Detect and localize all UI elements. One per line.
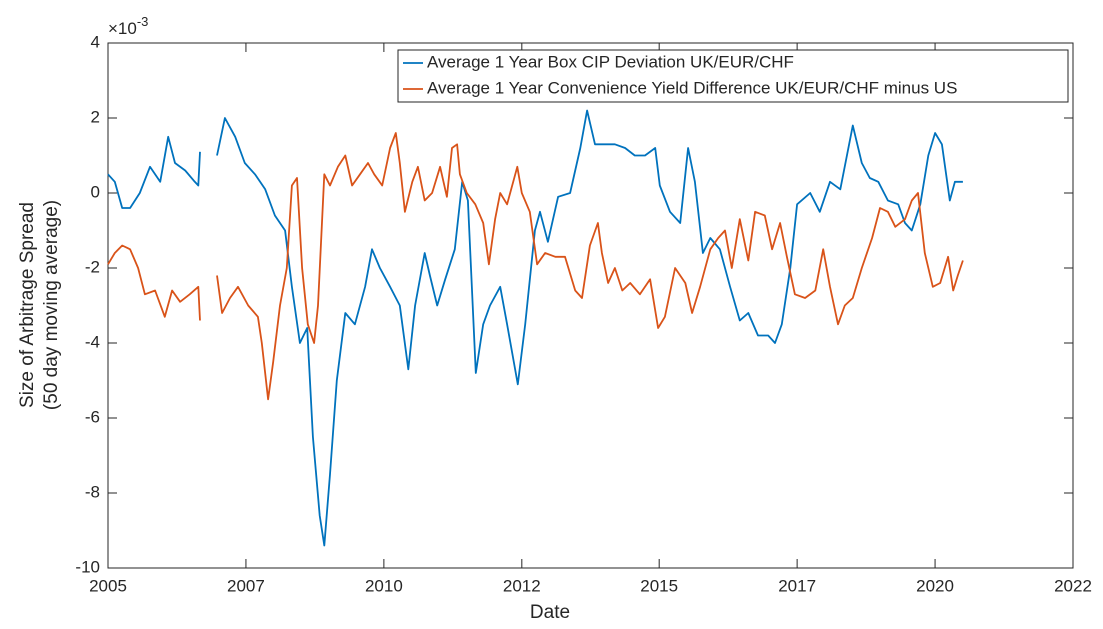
x-tick-label: 2012 [503, 576, 541, 595]
plot-box [107, 42, 1074, 569]
x-tick-label: 2022 [1054, 576, 1092, 595]
y-exponent-power: -3 [137, 14, 149, 29]
legend: Average 1 Year Box CIP Deviation UK/EUR/… [397, 49, 1069, 103]
legend-box [397, 49, 1069, 103]
legend-label: Average 1 Year Box CIP Deviation UK/EUR/… [427, 52, 794, 71]
x-tick-label: 2007 [227, 576, 265, 595]
y-tick-label: 4 [91, 32, 100, 51]
series-line [107, 132, 964, 401]
series-line [107, 109, 963, 547]
x-tick-label: 2020 [916, 576, 954, 595]
x-tick-label: 2005 [89, 576, 127, 595]
x-tick-label: 2017 [778, 576, 816, 595]
y-tick-label: 2 [91, 107, 100, 126]
y-tick-label: -4 [85, 332, 100, 351]
y-tick-label: -6 [85, 407, 100, 426]
legend-label: Average 1 Year Convenience Yield Differe… [427, 78, 957, 97]
y-axis-label: Size of Arbitrage Spread [17, 202, 38, 408]
y-exponent-base: ×10 [108, 19, 137, 38]
y-tick-label: -10 [75, 557, 100, 576]
y-tick-label: -8 [85, 482, 100, 501]
y-axis-label: (50 day moving average) [41, 200, 62, 410]
y-exponent: ×10-3 [108, 14, 148, 38]
y-tick-label: -2 [85, 257, 100, 276]
x-tick-label: 2015 [640, 576, 678, 595]
x-axis-label: Date [530, 602, 570, 623]
y-axis-label-group: Size of Arbitrage Spread (50 day moving … [17, 200, 62, 410]
y-tick-label: 0 [91, 182, 100, 201]
x-tick-label: 2010 [365, 576, 403, 595]
